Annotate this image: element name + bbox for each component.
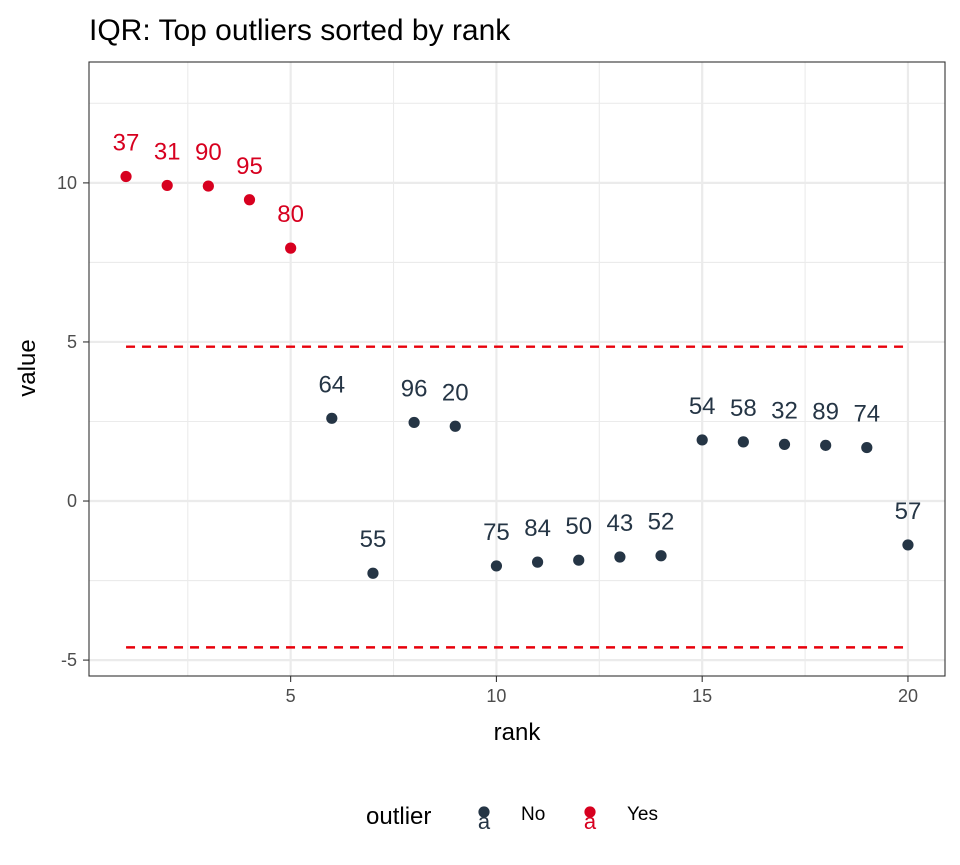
- data-point: [326, 412, 338, 424]
- data-point: [614, 551, 626, 563]
- legend: outlier a No a Yes: [366, 803, 658, 834]
- data-point: [202, 180, 214, 192]
- plot-border: [88, 61, 946, 677]
- data-point: [737, 436, 749, 448]
- minor-gridlines: [89, 62, 945, 676]
- data-point: [449, 420, 461, 432]
- data-point-label: 31: [154, 138, 181, 165]
- x-tick-label: 15: [692, 686, 712, 706]
- data-point-label: 80: [277, 201, 304, 228]
- data-point: [161, 179, 173, 192]
- data-point-label: 54: [689, 393, 716, 420]
- data-point-label: 89: [812, 398, 839, 425]
- data-point-label: 95: [236, 153, 263, 180]
- y-tick-label: 10: [57, 173, 77, 193]
- data-point-label: 58: [730, 395, 757, 422]
- data-point: [408, 416, 420, 429]
- y-tick-label: 5: [67, 332, 77, 352]
- data-point-label: 52: [648, 509, 675, 536]
- data-point: [243, 194, 256, 206]
- data-point-label: 74: [853, 401, 880, 428]
- y-tick-label: 0: [67, 491, 77, 511]
- data-point: [531, 556, 544, 568]
- data-point: [120, 170, 132, 183]
- x-axis-ticks: 5 10 15 20: [286, 676, 918, 706]
- threshold-lines: [126, 345, 908, 649]
- data-point: [490, 560, 503, 572]
- legend-title: outlier: [366, 803, 431, 830]
- plot-background: [89, 62, 945, 676]
- data-point-label: 50: [565, 513, 592, 540]
- data-point: [367, 567, 379, 579]
- data-point-label: 32: [771, 397, 798, 424]
- data-point-label: 57: [895, 498, 922, 525]
- y-tick-label: -5: [61, 650, 77, 670]
- x-tick-label: 5: [286, 686, 296, 706]
- data-point: [696, 434, 708, 446]
- y-axis-ticks: -5 0 5 10: [57, 173, 89, 670]
- plot-panel: 37 31 90 95 80 64 55 96 20 75 84 50 43 52 54 58 32 89 74 57: [88, 61, 946, 677]
- data-point-label: 43: [607, 510, 634, 537]
- data-point-label: 75: [483, 519, 510, 546]
- data-point: [778, 438, 791, 450]
- data-point-label: 84: [524, 515, 551, 542]
- legend-key-point: [478, 806, 490, 818]
- data-point: [573, 554, 585, 566]
- legend-key-point: [584, 806, 596, 818]
- data-point-label: 20: [442, 379, 469, 406]
- data-points: [120, 170, 914, 579]
- x-tick-label: 10: [486, 686, 506, 706]
- y-axis-label: value: [14, 339, 41, 396]
- data-point-label: 90: [195, 139, 222, 166]
- data-point: [902, 539, 914, 551]
- major-gridlines: [89, 62, 945, 676]
- data-point: [655, 550, 667, 562]
- data-point-labels: 37 31 90 95 80 64 55 96 20 75 84 50 43 52 54 58 32 89 74 57: [113, 130, 922, 554]
- legend-entry-label: No: [521, 804, 545, 825]
- data-point: [861, 441, 873, 454]
- legend-key-text: a: [478, 809, 491, 834]
- data-point-label: 55: [360, 526, 387, 553]
- x-tick-label: 20: [898, 686, 918, 706]
- x-axis-label: rank: [494, 719, 542, 746]
- data-point-label: 64: [318, 371, 345, 398]
- data-point-label: 96: [401, 375, 428, 402]
- data-point: [820, 439, 832, 451]
- data-point-label: 37: [113, 130, 140, 157]
- legend-key-text: a: [584, 809, 597, 834]
- chart-title: IQR: Top outliers sorted by rank: [89, 14, 511, 47]
- legend-entry-label: Yes: [627, 804, 658, 825]
- data-point: [285, 242, 297, 254]
